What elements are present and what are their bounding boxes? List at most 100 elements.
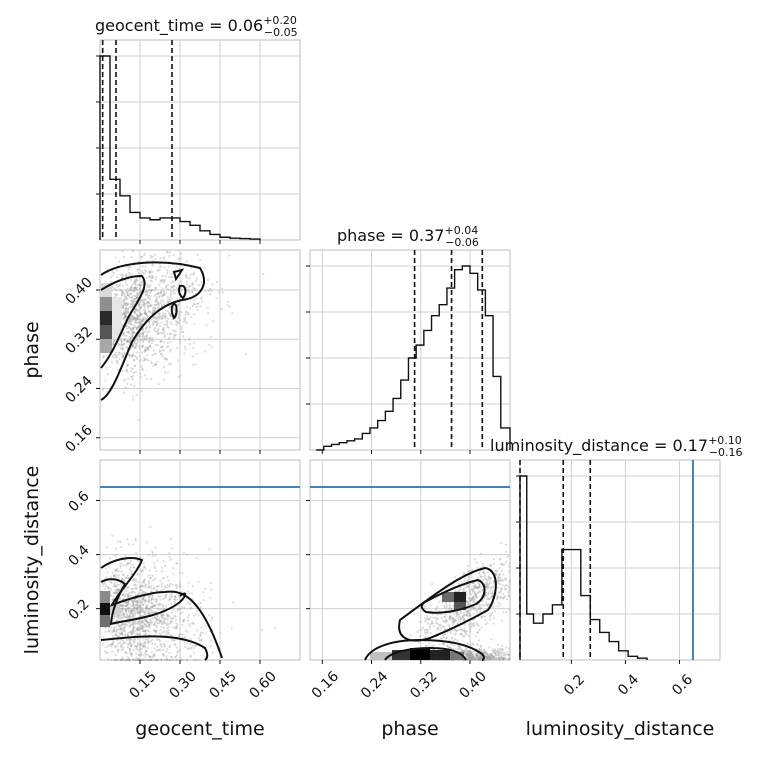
scatter-point (144, 607, 147, 610)
scatter-point (126, 658, 129, 662)
scatter-point (470, 653, 473, 656)
scatter-point (125, 290, 128, 293)
scatter-point (137, 419, 140, 422)
scatter-point (475, 595, 478, 598)
scatter-point (179, 617, 182, 621)
scatter-point (499, 589, 503, 592)
scatter-point (144, 651, 147, 654)
scatter-point (192, 363, 195, 366)
scatter-point (127, 307, 130, 310)
scatter-point (140, 320, 144, 323)
scatter-point (481, 589, 484, 592)
scatter-point (186, 283, 189, 286)
scatter-point (452, 621, 455, 624)
scatter-point (489, 576, 492, 579)
scatter-point (162, 328, 165, 331)
scatter-point (169, 620, 172, 623)
scatter-point (500, 619, 503, 622)
scatter-point (149, 292, 152, 295)
scatter-point (476, 654, 479, 658)
scatter-point (191, 585, 195, 588)
scatter-point (498, 649, 501, 653)
scatter-point (176, 321, 179, 324)
scatter-point (464, 609, 467, 612)
scatter-point (126, 340, 129, 343)
scatter-point (122, 312, 125, 315)
scatter-point (167, 622, 171, 626)
scatter-point (133, 598, 136, 601)
scatter-point (159, 658, 162, 661)
scatter-point (153, 320, 156, 323)
scatter-point (133, 286, 136, 289)
scatter-point (150, 605, 153, 609)
scatter-point (502, 596, 505, 599)
scatter-point (470, 651, 473, 654)
scatter-point (144, 610, 147, 614)
scatter-point (148, 576, 152, 580)
scatter-point (465, 651, 468, 655)
scatter-point (131, 317, 134, 320)
scatter-point (148, 337, 152, 340)
scatter-point (185, 280, 188, 283)
scatter-point (139, 318, 142, 321)
scatter-point (142, 585, 146, 588)
scatter-point (457, 618, 460, 621)
scatter-point (131, 609, 134, 613)
scatter-point (110, 361, 114, 364)
scatter-point (173, 308, 176, 311)
scatter-point (506, 584, 509, 587)
scatter-point (142, 644, 145, 648)
scatter-point (180, 280, 183, 283)
scatter-point (118, 260, 121, 263)
scatter-point (136, 296, 139, 299)
scatter-point (464, 646, 467, 650)
scatter-point (477, 639, 481, 642)
scatter-point (143, 335, 146, 338)
scatter-point (196, 309, 199, 312)
scatter-point (115, 591, 118, 594)
scatter-point (135, 326, 138, 329)
scatter-point (133, 294, 137, 297)
scatter-point (114, 547, 118, 550)
scatter-point (131, 599, 134, 602)
scatter-point (472, 596, 475, 599)
scatter-point (474, 583, 477, 587)
scatter-point (144, 632, 147, 636)
scatter-point (491, 648, 494, 651)
scatter-point (117, 351, 120, 354)
scatter-point (166, 624, 169, 627)
scatter-point (115, 628, 118, 631)
scatter-point (469, 656, 472, 659)
scatter-point (487, 658, 490, 661)
scatter-point (121, 284, 124, 288)
scatter-point (135, 351, 139, 354)
scatter-point (121, 656, 124, 659)
scatter-point (148, 270, 151, 273)
scatter-point (121, 633, 124, 636)
scatter-point (507, 653, 511, 656)
scatter-point (167, 337, 170, 340)
scatter-point (193, 298, 196, 301)
scatter-point (147, 359, 150, 362)
scatter-point (121, 343, 124, 346)
scatter-point (141, 390, 144, 393)
scatter-point (151, 259, 154, 262)
scatter-point (191, 644, 194, 647)
scatter-point (140, 627, 143, 630)
scatter-point (147, 646, 150, 650)
scatter-point (149, 658, 152, 662)
scatter-point (442, 615, 445, 618)
scatter-point (155, 600, 158, 603)
scatter-point (169, 293, 172, 296)
scatter-point (135, 283, 138, 286)
scatter-point (200, 626, 203, 629)
scatter-point (488, 655, 491, 658)
scatter-point (144, 656, 147, 659)
scatter-point (165, 358, 168, 361)
scatter-point (469, 655, 472, 658)
scatter-point (503, 588, 506, 591)
scatter-point (139, 646, 142, 650)
scatter-point (193, 287, 196, 290)
scatter-point (496, 580, 499, 583)
scatter-point (132, 343, 135, 346)
